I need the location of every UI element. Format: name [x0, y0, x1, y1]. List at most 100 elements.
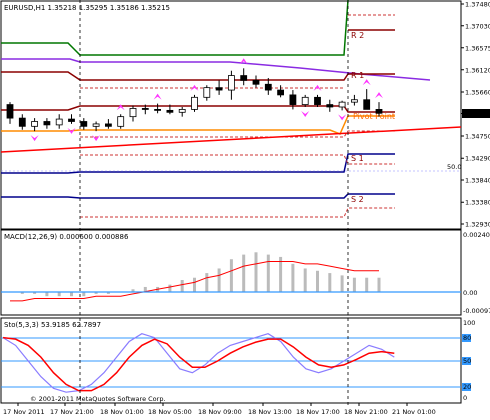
r1-label: R 1 [351, 71, 364, 80]
time-axis-label: 18 Nov 17:00 [296, 408, 340, 416]
candle-body [166, 109, 174, 113]
r1-level-line [1, 71, 395, 81]
macd-bar [94, 291, 98, 294]
current-price-box [462, 109, 490, 118]
down-arrow-icon [338, 114, 347, 121]
macd-bar [352, 277, 356, 292]
time-axis: 17 Nov 2011 17 Nov 21:00 18 Nov 01:00 18 No… [3, 403, 436, 416]
stochastic-signal-line [2, 336, 395, 392]
stoch-50-box [462, 357, 471, 365]
up-arrow-icon [190, 84, 199, 91]
up-arrow-icon [375, 92, 383, 99]
candle-body [105, 123, 112, 127]
candle-body [68, 118, 75, 122]
macd-bar [303, 268, 307, 292]
purple-moving-average [1, 58, 431, 81]
macd-bar [45, 291, 49, 297]
time-axis-label: 18 Nov 05:00 [148, 408, 192, 416]
price-axis-label: 1.37480 [465, 1, 490, 9]
down-arrow-icon [301, 110, 310, 117]
symbol-header: EURUSD,H1 1.35218 1.35295 1.35186 1.3521… [4, 4, 170, 12]
price-axis-label: 1.36575 [465, 44, 490, 52]
up-arrow-icon [362, 79, 371, 86]
signal-arrows [30, 58, 383, 142]
stoch-axis-bottom: 0 [463, 394, 467, 402]
macd-bar [266, 254, 270, 292]
candle-body [18, 117, 26, 127]
macd-bar [365, 277, 369, 292]
r2-label: R 2 [351, 31, 364, 40]
macd-bar [180, 280, 184, 292]
macd-bar [168, 284, 172, 292]
level-50-label: 50.0 [447, 163, 461, 171]
macd-bar [254, 252, 258, 292]
down-arrow-icon [67, 127, 76, 134]
time-axis-label: 17 Nov 21:00 [50, 408, 94, 416]
price-axis-label: 1.36120 [465, 66, 490, 74]
candle-body [117, 116, 125, 127]
candle-body [129, 108, 137, 118]
macd-header: MACD(12,26,9) 0.000600 0.000886 [4, 233, 129, 241]
candle-body [154, 109, 162, 111]
macd-bar [106, 291, 110, 294]
s2-label: S 2 [351, 195, 364, 204]
price-pane[interactable] [0, 0, 462, 230]
up-arrow-icon [239, 58, 248, 65]
candle-body [326, 104, 334, 108]
candle-body [227, 75, 235, 91]
macd-bar [279, 256, 283, 292]
candle-body [92, 123, 100, 127]
pivot-point-label: Pivot Point [353, 112, 395, 121]
macd-signal-line [10, 261, 379, 302]
macd-bar [316, 270, 319, 292]
candle-body [289, 94, 297, 105]
time-axis-label: 18 Nov 13:00 [248, 408, 292, 416]
s2-dashed-line [80, 207, 395, 218]
macd-axis-zero: 0.00 [463, 289, 477, 297]
stochastic-header: Sto(5,3,3) 53.9185 62.7897 [4, 321, 101, 329]
macd-bar [131, 289, 135, 292]
macd-bar [193, 277, 196, 292]
stoch-20-label: 20 [463, 383, 471, 391]
candle-body [141, 108, 149, 110]
time-axis-label: 21 Nov 01:00 [392, 408, 436, 416]
stoch-80-label: 80 [463, 334, 471, 342]
candle-body [363, 99, 371, 110]
macd-bar [377, 277, 381, 292]
copyright-text: © 2001-2011 MetaQuotes Software Corp. [30, 395, 166, 403]
pivot-upper-dark-line [1, 105, 395, 113]
macd-bar [291, 263, 295, 292]
price-axis-label: 1.32930 [465, 221, 490, 229]
candle-body [338, 101, 346, 108]
price-axis-label: 1.34750 [465, 133, 490, 141]
down-arrow-icon [30, 135, 39, 142]
price-axis: 1.37480 1.37030 1.36575 1.36120 1.35660 1.347… [461, 1, 490, 229]
up-arrow-icon [116, 104, 125, 111]
macd-bar [328, 273, 332, 292]
macd-bar [57, 291, 61, 297]
price-axis-label: 1.37030 [465, 22, 490, 30]
candle-body [215, 87, 223, 91]
candle-body [191, 96, 198, 110]
candle-body [240, 75, 248, 81]
candle-body [264, 83, 272, 91]
stoch-20-box [462, 383, 471, 391]
candle-body [80, 121, 88, 127]
candle-body [277, 89, 285, 96]
s1-label: S 1 [351, 154, 364, 163]
candlestick-series [6, 68, 383, 132]
macd-axis-top: 0.002405 [463, 231, 490, 239]
candle-body [252, 79, 260, 85]
macd-bar [242, 254, 246, 292]
macd-bar [340, 275, 344, 292]
s1-dashed-line [80, 154, 395, 165]
candle-body [31, 121, 39, 127]
candle-body [6, 104, 14, 119]
s1-level-line [1, 153, 395, 174]
trend-line [0, 126, 462, 153]
stoch-50-label: 50 [463, 357, 471, 365]
macd-bar [70, 291, 73, 297]
candle-body [301, 96, 309, 105]
time-axis-label: 18 Nov 01:00 [100, 408, 144, 416]
